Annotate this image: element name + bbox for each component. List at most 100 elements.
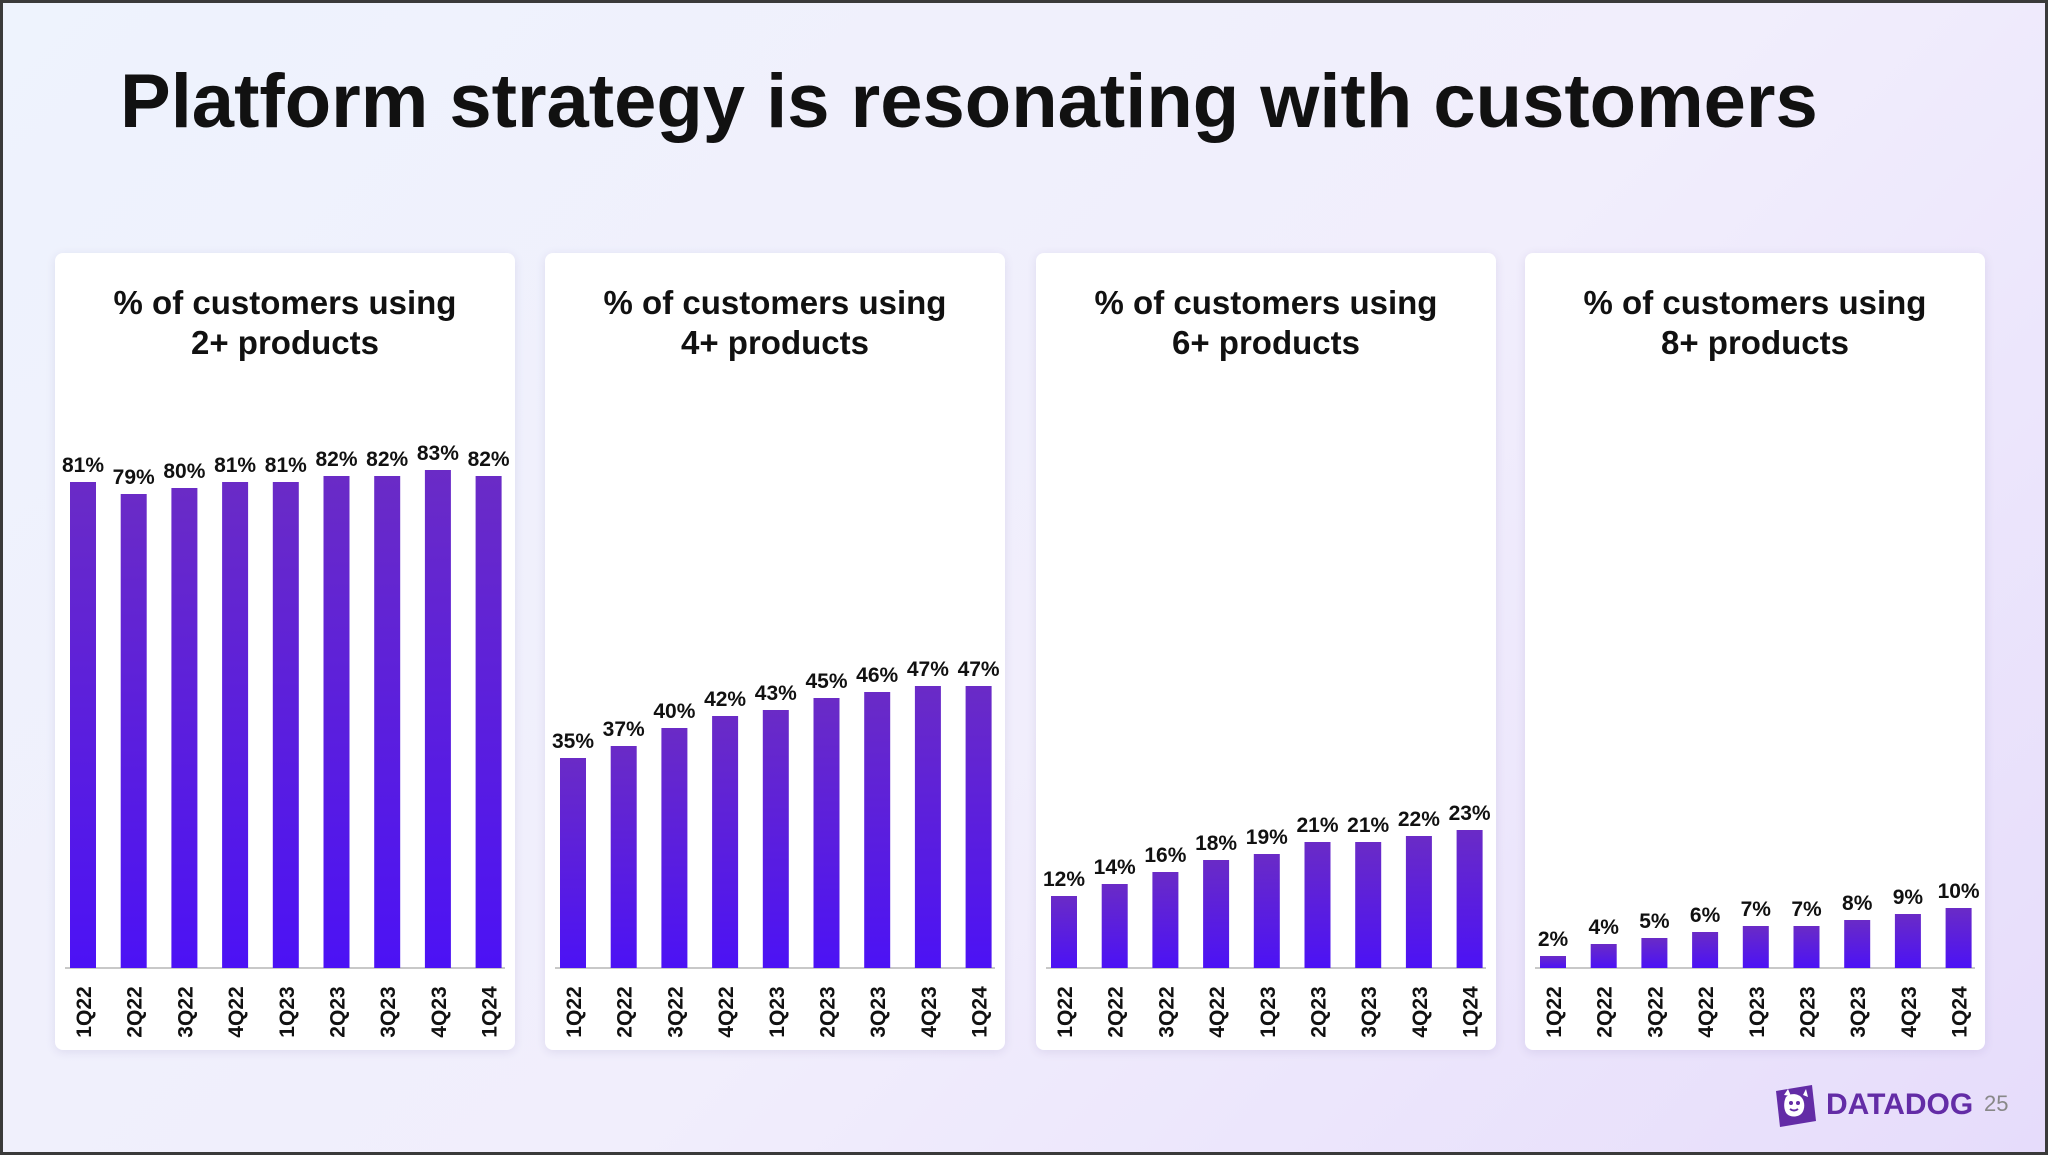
data-label: 7% xyxy=(1741,898,1772,921)
x-tick-label: 3Q23 xyxy=(867,986,890,1037)
bar xyxy=(475,476,502,968)
bar xyxy=(1742,926,1769,968)
data-label: 5% xyxy=(1639,910,1670,933)
bar xyxy=(610,746,637,968)
bar xyxy=(1456,830,1483,968)
x-tick-label: 4Q23 xyxy=(1409,986,1432,1037)
bar xyxy=(374,476,401,968)
data-label: 19% xyxy=(1246,826,1288,849)
data-label: 79% xyxy=(113,466,155,489)
x-tick-label: 1Q24 xyxy=(1949,986,1972,1038)
x-tick-label: 1Q23 xyxy=(276,986,299,1037)
x-tick-label: 2Q22 xyxy=(1105,986,1128,1037)
bar xyxy=(813,698,840,968)
data-label: 37% xyxy=(603,718,645,741)
x-tick-label: 4Q22 xyxy=(1206,986,1229,1037)
x-tick-label: 3Q22 xyxy=(1155,986,1178,1037)
data-label: 9% xyxy=(1893,886,1924,909)
x-tick-label: 1Q24 xyxy=(1460,986,1483,1038)
bar xyxy=(762,710,789,968)
data-label: 47% xyxy=(907,658,949,681)
chart-title-line-1: % of customers using xyxy=(603,284,947,321)
x-tick-label: 1Q24 xyxy=(969,986,992,1038)
chart-panel-2plus: % of customers using 2+ products 81% 1Q22… xyxy=(55,253,515,1050)
bar xyxy=(914,686,941,968)
data-label: 10% xyxy=(1938,880,1980,903)
bar xyxy=(1152,872,1179,968)
bar xyxy=(1590,944,1617,968)
x-tick-label: 2Q23 xyxy=(1797,986,1820,1037)
bar xyxy=(712,716,739,968)
bar xyxy=(120,494,147,968)
x-tick-label: 4Q22 xyxy=(715,986,738,1037)
x-tick-label: 4Q23 xyxy=(428,986,451,1037)
bar xyxy=(1540,956,1566,968)
chart-title-line-2: 2+ products xyxy=(191,324,379,361)
bar-chart-2plus: 81% 1Q22 79% 2Q22 80% 3Q22 81% 4Q22 81% 1Q23 82% 2Q… xyxy=(62,442,510,1038)
bar xyxy=(323,476,350,968)
data-label: 81% xyxy=(62,454,104,477)
x-tick-label: 1Q22 xyxy=(563,986,586,1037)
data-label: 46% xyxy=(856,664,898,687)
data-label: 82% xyxy=(468,448,510,471)
bar xyxy=(1894,914,1921,968)
data-label: 14% xyxy=(1094,856,1136,879)
x-tick-label: 1Q22 xyxy=(1054,986,1077,1037)
x-tick-label: 4Q22 xyxy=(1695,986,1718,1037)
chart-title-line-2: 4+ products xyxy=(681,324,869,361)
chart-title: % of customers using 4+ products xyxy=(545,283,1005,363)
bar xyxy=(661,728,688,968)
bar xyxy=(1203,860,1230,968)
data-label: 6% xyxy=(1690,904,1721,927)
chart-title: % of customers using 6+ products xyxy=(1036,283,1496,363)
chart-title-line-2: 8+ products xyxy=(1661,324,1849,361)
data-label: 81% xyxy=(214,454,256,477)
data-label: 45% xyxy=(805,670,847,693)
data-label: 22% xyxy=(1398,808,1440,831)
data-label: 81% xyxy=(265,454,307,477)
data-label: 2% xyxy=(1538,928,1569,951)
data-label: 83% xyxy=(417,442,459,465)
bar xyxy=(1844,920,1871,968)
x-tick-label: 3Q23 xyxy=(377,986,400,1037)
chart-title-line-2: 6+ products xyxy=(1172,324,1360,361)
bar-chart-6plus: 12% 1Q22 14% 2Q22 16% 3Q22 18% 4Q22 19% 1Q23 21% 2Q… xyxy=(1043,802,1491,1038)
x-tick-label: 2Q23 xyxy=(817,986,840,1037)
chart-title-line-1: % of customers using xyxy=(1583,284,1927,321)
data-label: 42% xyxy=(704,688,746,711)
data-label: 18% xyxy=(1195,832,1237,855)
bar xyxy=(1793,926,1820,968)
chart-panel-6plus: % of customers using 6+ products 12% 1Q22… xyxy=(1036,253,1496,1050)
data-label: 82% xyxy=(366,448,408,471)
x-tick-label: 2Q23 xyxy=(327,986,350,1037)
bar-chart-4plus: 35% 1Q22 37% 2Q22 40% 3Q22 42% 4Q22 43% 1Q23 45% 2Q… xyxy=(552,658,1000,1038)
data-label: 35% xyxy=(552,730,594,753)
bar xyxy=(1945,908,1972,968)
bar xyxy=(1355,842,1382,968)
x-tick-label: 1Q23 xyxy=(1746,986,1769,1037)
bar xyxy=(424,470,451,968)
chart-panel-8plus: % of customers using 8+ products 2% 1Q22 4… xyxy=(1525,253,1985,1050)
data-label: 21% xyxy=(1347,814,1389,837)
bar xyxy=(965,686,992,968)
data-label: 4% xyxy=(1589,916,1620,939)
bar xyxy=(864,692,891,968)
bar xyxy=(222,482,249,968)
x-tick-label: 2Q22 xyxy=(614,986,637,1037)
data-label: 8% xyxy=(1842,892,1873,915)
x-tick-label: 2Q22 xyxy=(1594,986,1617,1037)
x-tick-label: 1Q22 xyxy=(1543,986,1566,1037)
x-tick-label: 4Q23 xyxy=(918,986,941,1037)
x-tick-label: 4Q22 xyxy=(225,986,248,1037)
bar xyxy=(171,488,198,968)
bar-chart-8plus: 2% 1Q22 4% 2Q22 5% 3Q22 6% 4Q22 7% 1Q23 7% 2Q23 8% 3Q… xyxy=(1535,880,1980,1038)
chart-title-line-1: % of customers using xyxy=(1094,284,1438,321)
x-tick-label: 1Q24 xyxy=(479,986,502,1038)
bar xyxy=(560,758,586,968)
x-tick-label: 3Q22 xyxy=(664,986,687,1037)
x-tick-label: 1Q23 xyxy=(766,986,789,1037)
x-tick-label: 1Q23 xyxy=(1257,986,1280,1037)
x-tick-label: 3Q22 xyxy=(174,986,197,1037)
bar xyxy=(1253,854,1280,968)
data-label: 23% xyxy=(1449,802,1491,825)
